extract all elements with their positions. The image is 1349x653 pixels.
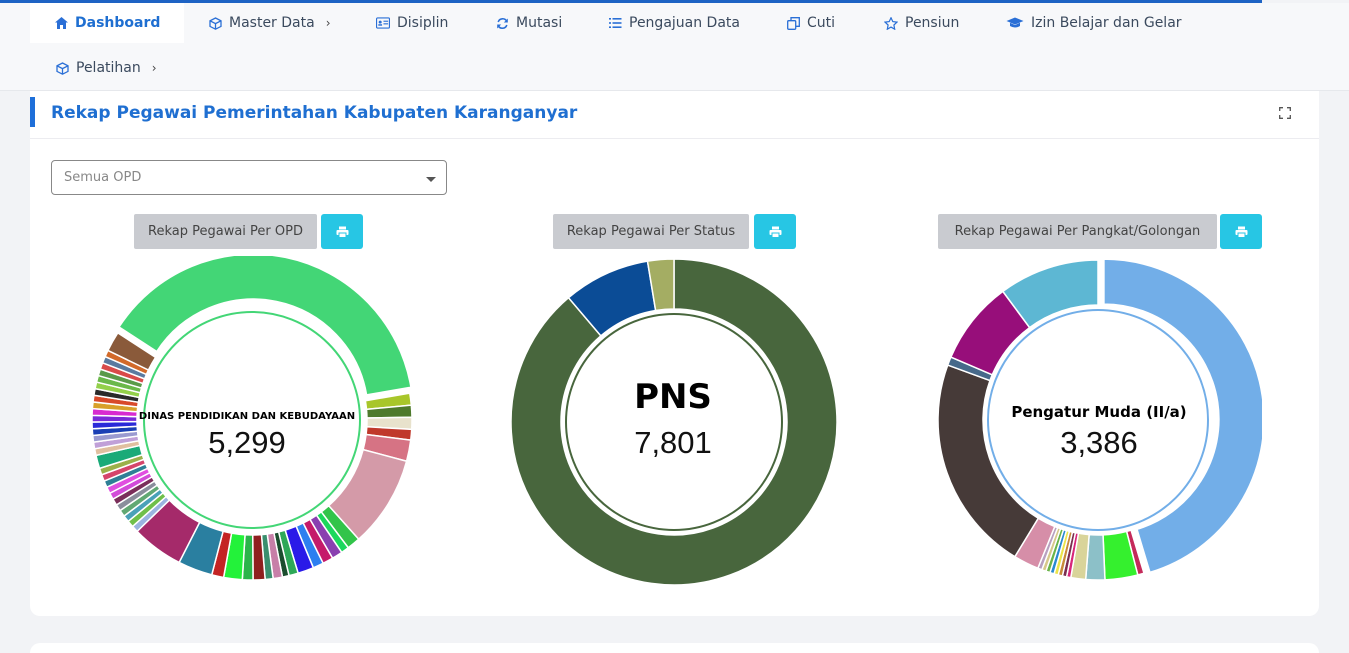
nav-label: Cuti <box>807 15 836 31</box>
nav-item-pelatihan[interactable]: Pelatihan › <box>55 48 157 88</box>
opd-center-label: DINAS PENDIDIKAN DAN KEBUDAYAAN <box>138 411 356 422</box>
copy-icon <box>786 16 800 30</box>
print-icon <box>769 226 781 238</box>
nav-label: Izin Belajar dan Gelar <box>1031 15 1182 31</box>
donut-slice[interactable] <box>106 331 157 372</box>
print-icon <box>336 226 348 238</box>
status-donut-chart <box>510 258 838 586</box>
id-card-icon <box>376 17 390 29</box>
refresh-icon <box>495 17 509 30</box>
nav-label: Disiplin <box>397 15 449 31</box>
nav-label: Master Data <box>229 15 315 31</box>
pangkat-center-value: 3,386 <box>1060 425 1138 460</box>
print-opd-button[interactable] <box>321 214 363 249</box>
highlight-ring <box>565 313 783 531</box>
rekap-card: Rekap Pegawai Pemerintahan Kabupaten Kar… <box>30 91 1319 616</box>
nav-item-izin-belajar[interactable]: Izin Belajar dan Gelar <box>1006 3 1182 43</box>
donut-slice[interactable] <box>1001 259 1099 329</box>
status-center-value: 7,801 <box>634 425 712 460</box>
nav-label: Pensiun <box>905 15 960 31</box>
opd-select[interactable]: Semua OPD <box>51 160 447 195</box>
rekap-opd-button[interactable]: Rekap Pegawai Per OPD <box>134 214 317 249</box>
nav-label: Pengajuan Data <box>629 15 740 31</box>
nav-item-pengajuan-data[interactable]: Pengajuan Data <box>608 3 740 43</box>
card-title: Rekap Pegawai Pemerintahan Kabupaten Kar… <box>51 103 578 123</box>
nav-item-mutasi[interactable]: Mutasi <box>495 3 562 43</box>
home-icon <box>54 17 68 29</box>
highlight-ring <box>987 309 1209 531</box>
nav-item-cuti[interactable]: Cuti <box>786 3 835 43</box>
header-accent <box>30 97 35 127</box>
caret-down-icon <box>426 177 436 182</box>
opd-donut-chart <box>91 256 413 581</box>
nav-label: Pelatihan <box>76 60 141 76</box>
nav-label: Dashboard <box>75 15 161 31</box>
nav-item-pensiun[interactable]: Pensiun <box>884 3 959 43</box>
highlight-ring <box>143 311 361 529</box>
print-status-button[interactable] <box>754 214 796 249</box>
chevron-right-icon: › <box>325 16 331 30</box>
graduation-cap-icon <box>1006 17 1024 29</box>
opd-center-value: 5,299 <box>208 425 286 460</box>
chevron-right-icon: › <box>151 61 157 75</box>
secondary-card <box>30 643 1319 653</box>
expand-icon[interactable] <box>1279 107 1291 119</box>
status-center-label: PNS <box>634 377 712 417</box>
nav-label: Mutasi <box>516 15 563 31</box>
cube-icon <box>55 61 69 75</box>
cube-icon <box>208 16 222 30</box>
donut-slice[interactable] <box>510 258 838 586</box>
top-accent-bar <box>0 0 1262 3</box>
donut-slice[interactable] <box>646 258 675 312</box>
star-icon <box>884 16 898 30</box>
donut-slice[interactable] <box>117 256 412 396</box>
nav-item-dashboard[interactable]: Dashboard <box>30 3 185 43</box>
main-nav: Dashboard Master Data › Disiplin Mutasi … <box>0 3 1349 91</box>
nav-item-master-data[interactable]: Master Data › <box>208 3 331 43</box>
card-header: Rekap Pegawai Pemerintahan Kabupaten Kar… <box>30 91 1319 139</box>
print-icon <box>1235 226 1247 238</box>
pangkat-donut-chart <box>937 258 1262 581</box>
rekap-status-button[interactable]: Rekap Pegawai Per Status <box>553 214 749 249</box>
pangkat-center-label: Pengatur Muda (II/a) <box>1011 403 1187 421</box>
list-icon <box>608 17 622 29</box>
nav-item-disiplin[interactable]: Disiplin <box>376 3 448 43</box>
opd-select-value: Semua OPD <box>64 170 142 185</box>
print-pangkat-button[interactable] <box>1220 214 1262 249</box>
rekap-pangkat-button[interactable]: Rekap Pegawai Per Pangkat/Golongan <box>938 214 1217 249</box>
donut-slice[interactable] <box>1103 258 1262 574</box>
